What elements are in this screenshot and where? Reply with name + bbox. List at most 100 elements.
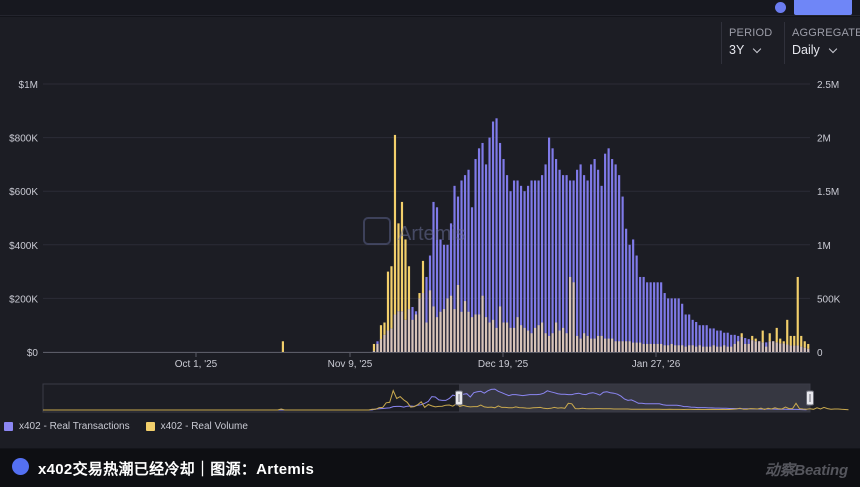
top-bar bbox=[0, 0, 860, 16]
bar-transactions bbox=[498, 142, 502, 352]
bar-volume-overlap bbox=[544, 333, 547, 352]
bar-volume-overlap bbox=[716, 346, 719, 352]
watermark-logo-icon bbox=[363, 217, 391, 245]
bar-volume-overlap bbox=[530, 333, 533, 352]
bar-transactions bbox=[481, 142, 484, 352]
bar-volume bbox=[390, 266, 393, 329]
bar-volume-overlap bbox=[793, 345, 796, 352]
bar-volume-overlap bbox=[372, 350, 376, 352]
bar-volume bbox=[789, 335, 792, 346]
bar-volume-overlap bbox=[628, 341, 631, 352]
bar-transactions bbox=[502, 159, 505, 352]
bar-transactions bbox=[463, 175, 467, 352]
bar-volume-overlap bbox=[463, 301, 467, 352]
bar-transactions bbox=[491, 121, 495, 353]
bar-transactions bbox=[488, 137, 491, 352]
bar-volume-overlap bbox=[663, 345, 666, 352]
bar-transactions bbox=[688, 314, 691, 352]
bar-transactions bbox=[705, 325, 708, 352]
bar-volume-overlap bbox=[421, 293, 425, 352]
y-left-tick-label: $1M bbox=[19, 80, 38, 91]
bar-volume-overlap bbox=[446, 298, 449, 352]
bar-volume bbox=[800, 335, 803, 347]
bar-volume-overlap bbox=[670, 343, 673, 352]
period-selector[interactable]: PERIOD 3Y bbox=[721, 22, 784, 64]
bar-transactions bbox=[425, 276, 428, 352]
bar-volume-overlap bbox=[618, 341, 621, 352]
caption-text: x402交易热潮已经冷却｜图源：Artemis bbox=[38, 461, 315, 478]
legend: x402 - Real Transactions x402 - Real Vol… bbox=[4, 421, 248, 432]
y-right-tick-label: 1.5M bbox=[817, 187, 839, 198]
bar-volume-overlap bbox=[800, 346, 803, 352]
bar-transactions bbox=[516, 180, 519, 352]
bar-transactions bbox=[614, 164, 617, 352]
bar-volume-overlap bbox=[407, 309, 411, 352]
bar-transactions bbox=[583, 175, 586, 352]
bar-transactions bbox=[523, 191, 526, 352]
bar-transactions bbox=[495, 118, 498, 352]
bar-transactions bbox=[733, 334, 736, 352]
bar-transactions bbox=[604, 153, 607, 352]
x-tick-label: Dec 19, '25 bbox=[478, 359, 529, 370]
bar-volume bbox=[372, 343, 376, 351]
bar-volume-overlap bbox=[519, 325, 523, 352]
bar-transactions bbox=[533, 180, 537, 352]
bar-transactions bbox=[632, 239, 635, 352]
bar-volume-overlap bbox=[533, 327, 537, 352]
bar-transactions bbox=[730, 334, 733, 352]
y-right-tick-label: 2M bbox=[817, 134, 831, 145]
bar-volume bbox=[754, 338, 757, 342]
bar-volume-overlap bbox=[453, 309, 456, 352]
watermark-text: Artemis bbox=[398, 223, 466, 245]
legend-item-volume[interactable]: x402 - Real Volume bbox=[145, 421, 248, 432]
bar-volume-overlap bbox=[747, 343, 750, 352]
bar-transactions bbox=[509, 191, 512, 352]
bar-volume-overlap bbox=[740, 336, 743, 352]
bar-transactions bbox=[576, 169, 579, 352]
aggregate-selector[interactable]: AGGREGATE Daily bbox=[784, 22, 860, 64]
bar-transactions bbox=[442, 244, 446, 352]
legend-label: x402 - Real Volume bbox=[160, 421, 248, 432]
bar-volume-overlap bbox=[590, 338, 593, 352]
bar-volume-overlap bbox=[428, 290, 432, 352]
bar-volume-overlap bbox=[439, 311, 442, 352]
bar-volume-overlap bbox=[705, 346, 708, 352]
bar-volume-overlap bbox=[789, 345, 792, 352]
bar-transactions bbox=[460, 180, 463, 352]
bar-transactions bbox=[628, 244, 631, 352]
bar-volume-overlap bbox=[607, 338, 610, 352]
bar-transactions bbox=[593, 159, 596, 352]
top-action-button[interactable] bbox=[794, 0, 852, 15]
bar-volume-overlap bbox=[660, 343, 663, 352]
legend-item-transactions[interactable]: x402 - Real Transactions bbox=[4, 421, 130, 432]
bar-volume bbox=[779, 338, 782, 344]
bar-transactions bbox=[677, 298, 680, 352]
bar-volume-overlap bbox=[411, 319, 414, 352]
bar-volume-overlap bbox=[719, 346, 722, 352]
y-right-tick-label: 2.5M bbox=[817, 80, 839, 91]
bar-volume bbox=[397, 223, 400, 312]
bar-transactions bbox=[670, 298, 673, 352]
bar-volume-overlap bbox=[786, 344, 789, 352]
bar-volume bbox=[740, 333, 743, 337]
x-tick-label: Oct 1, '25 bbox=[175, 359, 218, 370]
bar-volume-overlap bbox=[698, 345, 701, 352]
bar-volume-overlap bbox=[526, 330, 530, 352]
bar-volume-overlap bbox=[432, 306, 435, 352]
bar-volume-overlap bbox=[576, 335, 579, 352]
bar-volume-overlap bbox=[579, 338, 582, 352]
bar-volume-overlap bbox=[730, 346, 733, 352]
aggregate-value: Daily bbox=[792, 43, 820, 57]
bar-volume-overlap bbox=[667, 345, 670, 352]
bar-volume-overlap bbox=[751, 340, 754, 352]
bar-transactions bbox=[526, 185, 530, 352]
bar-volume-overlap bbox=[723, 345, 726, 352]
bar-transactions bbox=[667, 298, 670, 352]
bar-volume-overlap bbox=[474, 314, 477, 352]
bar-volume-overlap bbox=[400, 311, 404, 352]
bar-volume-overlap bbox=[456, 285, 460, 352]
bar-volume-overlap bbox=[558, 330, 561, 352]
bar-transactions bbox=[663, 293, 666, 352]
bar-transactions bbox=[530, 180, 533, 352]
bar-transactions bbox=[456, 196, 460, 352]
